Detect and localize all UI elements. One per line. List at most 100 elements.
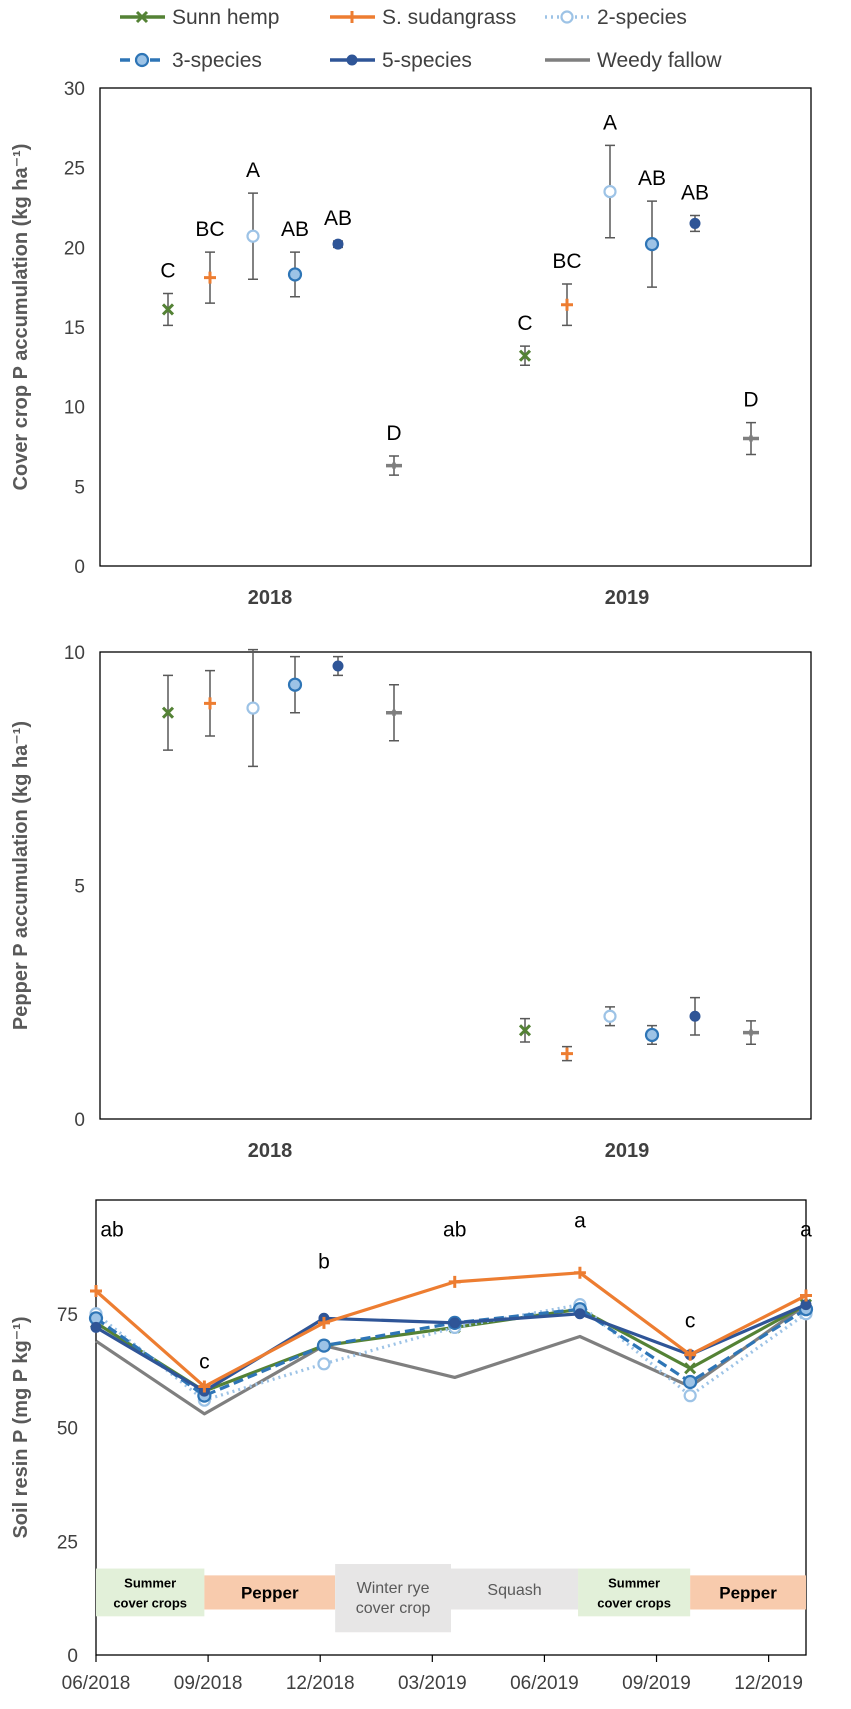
- data-point-2-species: [246, 229, 260, 243]
- data-point-s-sudangrass: [90, 1285, 102, 1297]
- legend-marker-2-species: [560, 10, 574, 24]
- y-axis-title: Cover crop P accumulation (kg ha⁻¹): [10, 144, 32, 491]
- plot-frame: [99, 87, 812, 567]
- significance-letter: ab: [100, 1218, 123, 1241]
- data-point-2-species: [603, 184, 617, 199]
- legend-label-2-species: 2-species: [597, 6, 687, 29]
- y-tick-label: 75: [57, 1305, 78, 1326]
- significance-letter: AB: [281, 218, 309, 241]
- y-tick-label: 10: [64, 398, 85, 419]
- plot-frame: [99, 651, 812, 1120]
- phase-band: [451, 1568, 579, 1610]
- data-point-s-sudangrass: [561, 1047, 573, 1060]
- y-tick-label: 5: [74, 877, 85, 898]
- significance-letter: A: [603, 111, 617, 134]
- data-point-3-species: [644, 1027, 660, 1043]
- data-point-3-species: [287, 267, 303, 282]
- legend-marker-5-species: [346, 54, 358, 66]
- significance-letter: C: [517, 312, 532, 335]
- legend-label-5-species: 5-species: [382, 49, 472, 72]
- plot-frame: [95, 1199, 807, 1656]
- legend-marker-3-species: [134, 52, 150, 68]
- data-point-3-species: [287, 677, 303, 692]
- y-tick-label: 30: [64, 79, 85, 100]
- significance-letter: C: [160, 260, 175, 283]
- data-point-5-species: [689, 217, 701, 229]
- x-tick-label: 09/2018: [174, 1673, 243, 1694]
- data-point-sunn-hemp: [518, 1024, 532, 1037]
- y-tick-label: 25: [57, 1532, 78, 1553]
- x-tick-label: 03/2019: [398, 1673, 467, 1694]
- data-point-sunn-hemp: [518, 349, 532, 362]
- significance-letter: BC: [552, 250, 581, 273]
- data-point-s-sudangrass: [204, 697, 216, 710]
- phase-label: Squash: [487, 1582, 541, 1599]
- y-tick-label: 0: [67, 1646, 78, 1667]
- data-point-s-sudangrass: [561, 298, 573, 311]
- cover-crop-p-chart: 0 5 10 15 20 25 30 2018 2019 Cover crop P accumul…: [10, 79, 812, 609]
- significance-letter: AB: [681, 181, 709, 204]
- phase-band: [690, 1575, 806, 1610]
- y-tick-label: 0: [74, 1110, 85, 1131]
- significance-letter: a: [574, 1209, 586, 1232]
- data-point-s-sudangrass: [573, 1266, 586, 1279]
- data-point-3-species: [683, 1374, 698, 1390]
- legend-marker-s-sudangrass: [346, 11, 358, 23]
- y-axis-title: Pepper P accumulation (kg ha⁻¹): [10, 721, 32, 1030]
- significance-letter: D: [386, 422, 401, 445]
- y-tick-label: 25: [64, 159, 85, 180]
- data-point-sunn-hemp: [161, 706, 175, 719]
- data-point-2-species: [683, 1389, 697, 1403]
- significance-letter: BC: [195, 218, 224, 241]
- data-point-3-species: [316, 1338, 332, 1353]
- y-axis-title: Soil resin P (mg P kg⁻¹): [10, 1316, 32, 1538]
- legend-label-weedy-fallow: Weedy fallow: [597, 49, 722, 72]
- y-tick-label: 15: [64, 318, 85, 339]
- phase-label: Winter rye: [357, 1580, 430, 1597]
- data-point-2-species: [317, 1357, 331, 1371]
- significance-letter: AB: [324, 207, 352, 230]
- legend-label-3-species: 3-species: [172, 49, 262, 72]
- legend-label-sunn-hemp: Sunn hemp: [172, 6, 279, 29]
- data-point-weedy-fallow: [743, 1029, 759, 1036]
- x-category-label: 2019: [605, 1140, 650, 1162]
- data-point-s-sudangrass: [800, 1289, 812, 1302]
- data-point-s-sudangrass: [204, 271, 216, 284]
- significance-letter: b: [318, 1250, 330, 1273]
- y-tick-label: 5: [74, 477, 85, 498]
- x-tick-label: 09/2019: [622, 1673, 691, 1694]
- x-category-label: 2018: [248, 587, 293, 609]
- significance-letter: c: [199, 1350, 210, 1373]
- y-tick-label: 50: [57, 1419, 78, 1440]
- x-category-label: 2019: [605, 587, 650, 609]
- phase-band: [96, 1568, 205, 1617]
- soil-resin-p-chart: 0 25 50 75 06/2018 09/2018 12/2018 03/2019 06/20…: [10, 1199, 814, 1694]
- data-point-5-species: [90, 1321, 102, 1333]
- phase-band: [204, 1575, 336, 1610]
- x-tick-label: 06/2019: [510, 1673, 579, 1694]
- phase-band: [578, 1568, 691, 1617]
- significance-letter: ab: [443, 1218, 466, 1241]
- data-point-5-species: [332, 238, 344, 250]
- phase-label: cover crops: [113, 1595, 187, 1610]
- phase-label: cover crops: [597, 1595, 671, 1610]
- data-point-sunn-hemp: [684, 1362, 697, 1375]
- data-point-sunn-hemp: [161, 303, 175, 316]
- y-tick-label: 0: [74, 557, 85, 578]
- data-point-5-species: [689, 1010, 701, 1022]
- data-point-s-sudangrass: [684, 1348, 697, 1361]
- phase-label: Pepper: [719, 1583, 777, 1602]
- significance-letter: a: [800, 1218, 812, 1241]
- x-tick-label: 12/2018: [286, 1673, 355, 1694]
- phase-band: [335, 1564, 451, 1633]
- phase-label: Pepper: [241, 1583, 299, 1602]
- pepper-p-chart: 0 5 10 2018 2019 Pepper P accumulation (kg ha…: [10, 643, 812, 1162]
- x-tick-label: 06/2018: [62, 1673, 131, 1694]
- data-point-s-sudangrass: [317, 1316, 330, 1329]
- significance-letter: c: [685, 1309, 696, 1332]
- phase-label: Summer: [608, 1575, 660, 1590]
- data-point-weedy-fallow: [386, 462, 402, 469]
- significance-letter: AB: [638, 167, 666, 190]
- data-point-s-sudangrass: [448, 1275, 461, 1288]
